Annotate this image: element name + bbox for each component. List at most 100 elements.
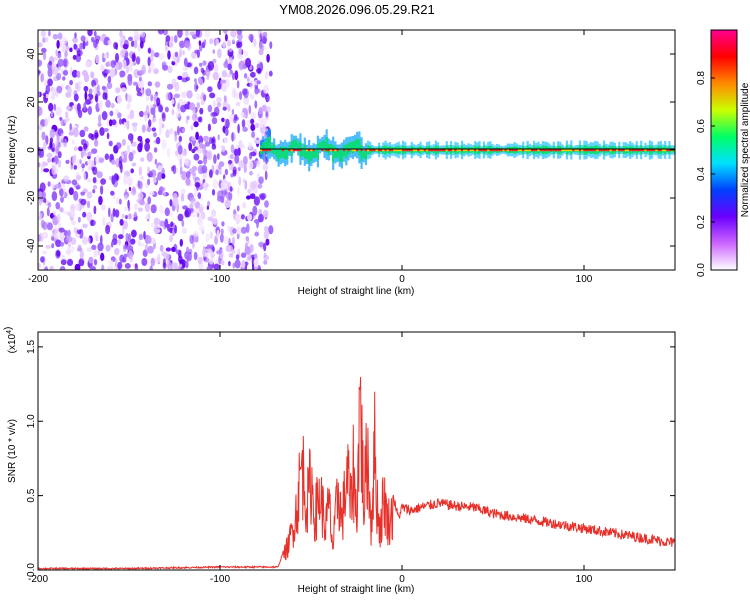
heatmap-noise-cell [258,107,263,115]
heatmap-noise-cell [159,244,164,252]
heatmap-noise-cell [236,30,243,35]
heatmap-noise-cell [125,65,130,74]
heatmap-noise-cell [171,108,175,116]
heatmap-band-core [605,148,608,152]
heatmap-noise-cell [236,41,243,49]
heatmap-noise-cell [222,41,226,48]
heatmap-noise-cell [161,139,167,150]
heatmap-noise-cell [73,93,79,102]
heatmap-band-core [602,148,606,152]
heatmap-noise-cell [148,191,155,196]
heatmap-noise-cell [120,87,127,93]
colorbar-ticks: 0.0 0.2 0.4 0.6 0.8 [696,71,715,277]
heatmap-noise-cell [165,129,170,139]
heatmap-noise-cell [250,118,255,125]
heatmap-noise-cell [264,200,269,208]
heatmap-noise-cell [72,73,77,78]
heatmap-noise-cell [204,141,211,147]
heatmap-noise-cell [153,217,160,226]
heatmap-noise-cell [68,243,71,248]
heatmap-noise-cell [119,254,125,263]
heatmap-noise-cell [193,251,198,261]
heatmap-band-core [295,148,298,152]
heatmap-band-core [489,148,492,152]
heatmap-noise-cell [72,54,77,60]
heatmap-noise-cell [54,183,62,189]
heatmap-noise-cell [74,263,81,270]
heatmap-noise-cell [246,195,251,200]
heatmap-band-core [480,148,483,152]
heatmap-band-core [476,148,479,152]
heatmap-noise-cell [228,57,233,65]
heatmap-noise-cell [220,180,227,191]
heatmap-noise-cell [42,37,46,43]
heatmap-band-mid [362,150,365,159]
heatmap-noise-cell [209,92,216,99]
heatmap-noise-cell [105,99,111,108]
heatmap-band-core [533,148,536,152]
heatmap-noise-cell [63,118,68,124]
heatmap-noise-cell [105,244,111,252]
heatmap-noise-cell [143,230,146,240]
heatmap-noise-cell [228,261,231,267]
heatmap-noise-cell [120,38,123,49]
heatmap-noise-cell [209,169,213,179]
heatmap-noise-cell [268,225,274,235]
heatmap-noise-cell [194,182,201,188]
heatmap-noise-cell [115,142,122,150]
heatmap-noise-cell [93,129,99,140]
heatmap-noise-cell [180,193,185,202]
heatmap-noise-cell [189,234,194,244]
heatmap-noise-cell [227,49,230,57]
heatmap-noise-cell [106,118,110,127]
heatmap-noise-cell [82,211,87,218]
heatmap-noise-cell [206,248,212,254]
colorbar-tick-label: 0.0 [696,263,707,277]
heatmap-noise-cell [38,146,41,156]
heatmap-noise-cell [62,76,66,81]
heatmap-noise-cell [99,127,105,136]
heatmap-band-core [600,148,603,152]
heatmap-band-core [629,148,632,152]
heatmap-noise-cell [121,138,126,146]
heatmap-noise-cell [48,30,51,37]
heatmap-noise-cell [248,141,253,150]
heatmap-noise-cell [83,85,89,92]
heatmap-noise-cell [141,124,146,133]
heatmap-band-mid [338,150,341,162]
heatmap-noise-cell [60,207,64,213]
heatmap-noise-cell [240,252,247,258]
heatmap-band-core [415,148,418,152]
heatmap-cells [38,30,675,270]
heatmap-noise-cell [259,33,263,42]
heatmap-noise-cell [51,147,55,152]
heatmap-noise-cell [184,251,190,260]
heatmap-noise-cell [247,213,253,222]
heatmap-noise-cell [38,124,43,131]
heatmap-noise-cell [63,175,70,182]
heatmap-noise-cell [167,262,173,270]
heatmap-band-core [576,148,579,152]
heatmap-noise-cell [243,73,248,79]
heatmap-noise-cell [76,70,81,78]
heatmap-noise-cell [61,36,68,45]
heatmap-noise-cell [264,170,268,181]
heatmap-noise-cell [102,57,106,63]
heatmap-noise-cell [128,213,132,220]
heatmap-band-core [561,148,564,152]
heatmap-noise-cell [177,145,183,155]
heatmap-noise-cell [236,226,242,235]
heatmap-noise-cell [140,175,144,181]
heatmap-band-core [426,148,429,152]
heatmap-noise-cell [83,150,87,157]
heatmap-noise-cell [242,202,247,209]
heatmap-noise-cell [241,119,246,128]
heatmap-noise-cell [234,114,238,119]
heatmap-band-core [310,148,313,152]
heatmap-noise-cell [136,91,143,97]
heatmap-band-core [290,148,293,152]
heatmap-noise-cell [233,209,237,215]
heatmap-noise-cell [138,207,143,212]
heatmap-noise-cell [211,209,217,218]
heatmap-noise-cell [247,188,252,195]
